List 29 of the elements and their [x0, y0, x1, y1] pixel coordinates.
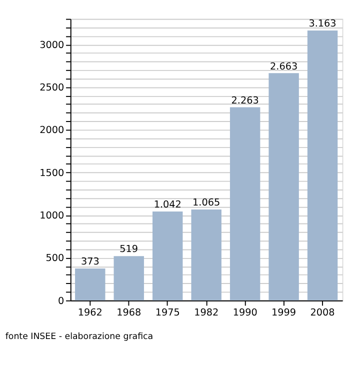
y-tick-label: 2000 — [40, 125, 64, 136]
y-tick-label: 1500 — [40, 168, 64, 179]
bar — [268, 73, 299, 300]
bar — [75, 268, 106, 300]
data-label: 1.042 — [154, 200, 182, 211]
y-tick-label: 1000 — [40, 210, 64, 222]
x-tick-label: 1990 — [232, 307, 258, 318]
bar — [152, 211, 183, 300]
source-note: fonte INSEE - elaborazione grafica — [5, 332, 154, 342]
data-label: 373 — [80, 256, 100, 268]
data-label: 3.163 — [308, 18, 336, 30]
data-label: 519 — [120, 244, 138, 256]
data-label: 2.663 — [270, 61, 298, 72]
x-tick-label: 1975 — [155, 307, 180, 318]
x-tick-label: 2008 — [310, 307, 335, 318]
x-tick-label: 1962 — [78, 307, 102, 318]
bar — [191, 210, 222, 300]
y-tick-label: 2500 — [40, 82, 64, 94]
data-label: 2.263 — [231, 95, 259, 106]
x-tick-label: 1999 — [272, 307, 296, 318]
bar — [307, 30, 338, 300]
bar — [114, 256, 144, 300]
x-tick-label: 1968 — [116, 307, 142, 318]
data-label: 1.065 — [192, 198, 220, 209]
y-tick-label: 3000 — [40, 40, 64, 51]
bar — [230, 107, 260, 300]
y-tick-label: 500 — [46, 253, 64, 264]
x-tick-label: 1982 — [194, 307, 219, 318]
y-tick-label: 0 — [58, 296, 64, 307]
